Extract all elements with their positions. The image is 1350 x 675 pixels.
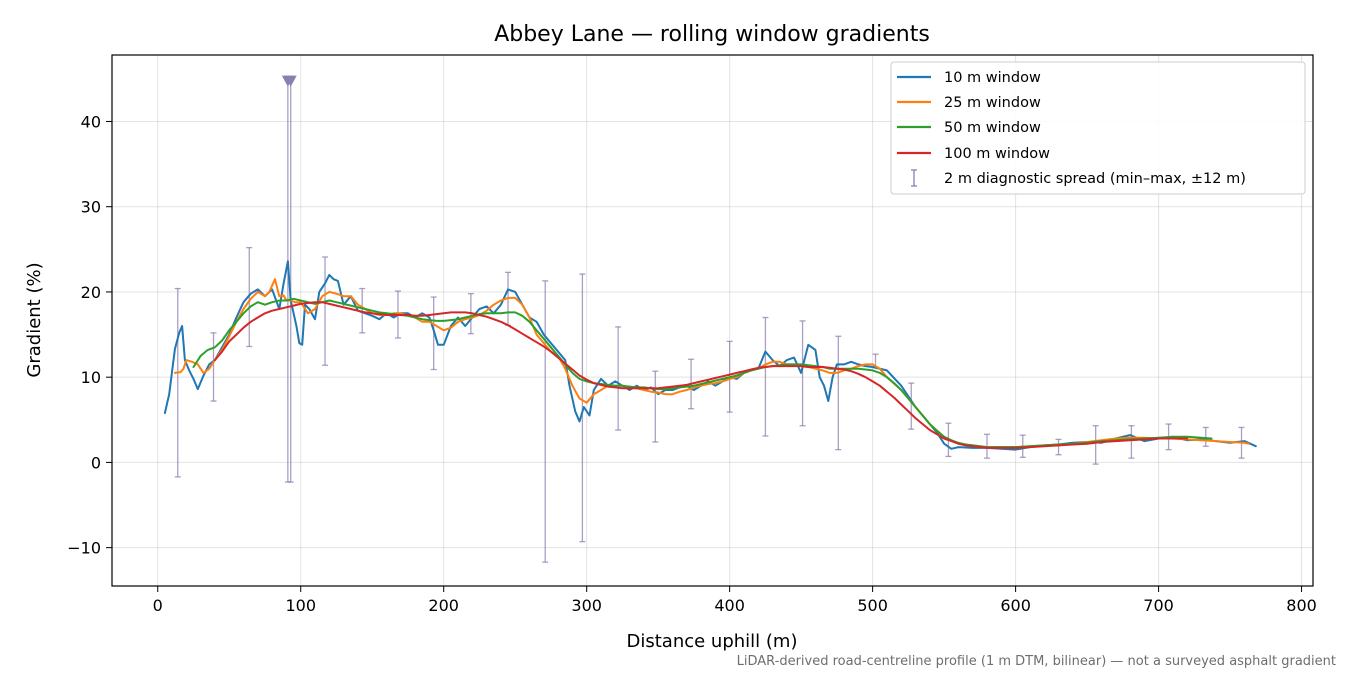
footnote: LiDAR-derived road-centreline profile (1… bbox=[737, 654, 1336, 669]
y-tick-label: 40 bbox=[81, 112, 101, 131]
y-axis-label: Gradient (%) bbox=[24, 262, 45, 377]
plot-frame bbox=[111, 54, 1314, 587]
y-axis-ticks: −10 0 10 20 30 40 bbox=[67, 112, 112, 558]
spread-bar bbox=[762, 316, 769, 437]
spread-bar bbox=[1128, 425, 1135, 459]
y-tick-label: 20 bbox=[81, 283, 101, 302]
legend-frame bbox=[890, 61, 1306, 195]
clipped-markers bbox=[281, 75, 297, 87]
legend-label-100m: 100 m window bbox=[944, 146, 1050, 162]
legend-label-25m: 25 m window bbox=[944, 95, 1041, 111]
x-tick-label: 0 bbox=[153, 596, 163, 615]
legend-swatch-spread bbox=[911, 169, 917, 187]
spread-bar bbox=[835, 335, 842, 451]
spread-bar bbox=[322, 256, 329, 366]
legend: 10 m window 25 m window 50 m window 100 … bbox=[890, 61, 1306, 195]
chart-title: Abbey Lane — rolling window gradients bbox=[494, 22, 930, 47]
x-tick-label: 200 bbox=[428, 596, 459, 615]
series-line-100m bbox=[213, 301, 1189, 449]
legend-label-10m: 10 m window bbox=[944, 70, 1041, 86]
spread-bar bbox=[799, 320, 806, 427]
legend-label-spread: 2 m diagnostic spread (min–max, ±12 m) bbox=[944, 171, 1246, 187]
y-tick-label: 10 bbox=[81, 368, 101, 387]
spread-bar bbox=[615, 326, 622, 431]
x-tick-label: 100 bbox=[285, 596, 316, 615]
spread-bar bbox=[579, 273, 586, 543]
series-lines bbox=[163, 260, 1257, 451]
legend-label-50m: 50 m window bbox=[944, 120, 1041, 136]
x-tick-label: 700 bbox=[1143, 596, 1174, 615]
spread-bar bbox=[174, 287, 181, 478]
x-axis-ticks: 0 100 200 300 400 500 600 700 800 bbox=[153, 586, 1317, 615]
clipped-spread-marker bbox=[284, 75, 297, 87]
y-tick-label: 0 bbox=[91, 453, 101, 472]
y-tick-label: 30 bbox=[81, 198, 101, 217]
spread-bar bbox=[1055, 438, 1062, 456]
spread-bar bbox=[908, 382, 915, 430]
x-axis-label: Distance uphill (m) bbox=[627, 631, 798, 652]
spread-bar bbox=[1202, 426, 1209, 447]
spread-bar bbox=[210, 332, 217, 402]
x-tick-label: 400 bbox=[714, 596, 745, 615]
spread-bar bbox=[246, 246, 253, 348]
grid-lines bbox=[112, 55, 1313, 586]
spread-bar bbox=[652, 370, 659, 443]
spread-bar bbox=[542, 280, 549, 563]
spread-error-bars bbox=[174, 79, 1245, 563]
x-tick-label: 300 bbox=[571, 596, 602, 615]
series-line-25m bbox=[173, 278, 1250, 449]
spread-bar bbox=[1092, 425, 1099, 465]
series-line-10m bbox=[163, 260, 1257, 451]
x-tick-label: 800 bbox=[1286, 596, 1317, 615]
x-tick-label: 500 bbox=[857, 596, 888, 615]
series-line-50m bbox=[192, 297, 1213, 449]
y-tick-label: −10 bbox=[67, 539, 101, 558]
x-tick-label: 600 bbox=[1000, 596, 1031, 615]
